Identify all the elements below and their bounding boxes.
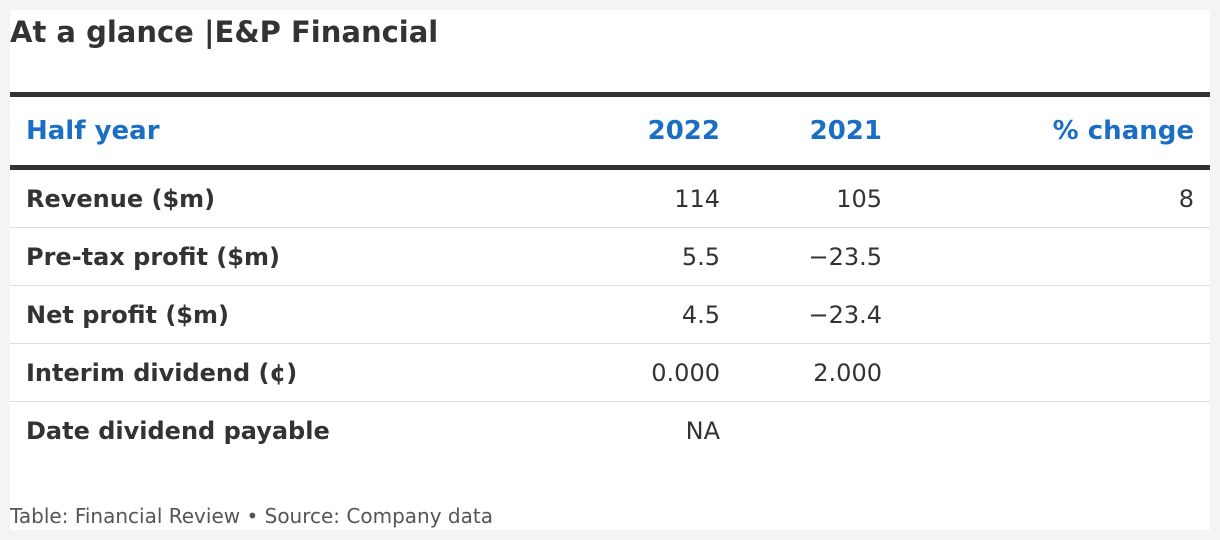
table-row: Date dividend payable NA bbox=[10, 402, 1210, 460]
table-cell bbox=[882, 402, 1210, 460]
column-header-pct-change: % change bbox=[882, 97, 1210, 170]
table-cell: 4.5 bbox=[570, 285, 720, 344]
header-top-rule bbox=[10, 92, 1210, 97]
table-cell: NA bbox=[685, 416, 720, 445]
table-cell bbox=[720, 402, 882, 460]
table-row: Net profit ($m) 4.5 −23.4 bbox=[10, 285, 1210, 344]
column-header-2021: 2021 bbox=[720, 97, 882, 170]
row-label: Interim dividend (¢) bbox=[10, 343, 570, 402]
table-cell: −23.4 bbox=[720, 285, 882, 344]
table-title: At a glance |E&P Financial bbox=[10, 15, 439, 49]
row-label: Net profit ($m) bbox=[10, 285, 570, 344]
table-cell bbox=[882, 285, 1210, 344]
table-cell: 8 bbox=[882, 167, 1210, 228]
row-label: Revenue ($m) bbox=[10, 167, 570, 228]
table-cell: 2.000 bbox=[720, 343, 882, 402]
table-cell bbox=[882, 343, 1210, 402]
header-row: Half year 2022 2021 % change bbox=[10, 97, 1210, 170]
row-label: Pre-tax profit ($m) bbox=[10, 227, 570, 286]
table-row: Revenue ($m) 114 105 8 bbox=[10, 167, 1210, 228]
table-cell: 105 bbox=[720, 167, 882, 228]
table-footer-source: Table: Financial Review • Source: Compan… bbox=[10, 504, 493, 528]
table-cell bbox=[882, 227, 1210, 286]
table-cell: 5.5 bbox=[570, 227, 720, 286]
table-cell: −23.5 bbox=[720, 227, 882, 286]
row-label: Date dividend payable bbox=[26, 416, 330, 445]
table-cell: 114 bbox=[570, 167, 720, 228]
table-row: Pre-tax profit ($m) 5.5 −23.5 bbox=[10, 227, 1210, 286]
data-table: Half year 2022 2021 % change Revenue ($m… bbox=[10, 97, 1210, 459]
column-header-2022: 2022 bbox=[570, 97, 720, 170]
table-card: At a glance |E&P Financial Half year 202… bbox=[10, 10, 1210, 530]
column-header-half-year: Half year bbox=[10, 97, 570, 170]
table-cell: 0.000 bbox=[570, 343, 720, 402]
table-row: Interim dividend (¢) 0.000 2.000 bbox=[10, 343, 1210, 402]
